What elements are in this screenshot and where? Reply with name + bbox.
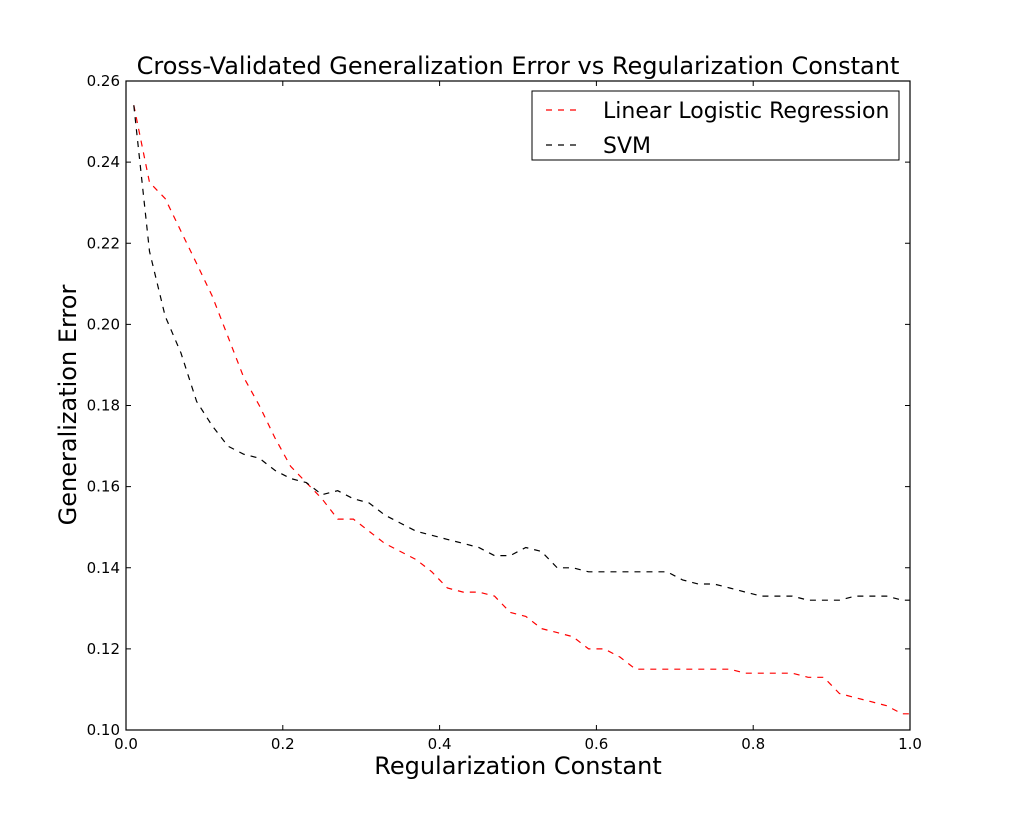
legend-label-svm: SVM: [603, 134, 651, 159]
x-tick-label: 0.4: [428, 735, 452, 753]
chart-title: Cross-Validated Generalization Error vs …: [137, 52, 900, 80]
x-tick-label: 0.2: [271, 735, 295, 753]
x-axis: 0.0 0.2 0.4 0.6 0.8 1.0: [114, 81, 922, 753]
series-line-0: [133, 105, 910, 715]
y-tick-label: 0.18: [87, 397, 120, 415]
x-tick-label: 0.8: [741, 735, 765, 753]
x-tick-label: 0.6: [584, 735, 608, 753]
series-line-1: [133, 105, 910, 601]
y-tick-label: 0.24: [87, 153, 120, 171]
legend: Linear Logistic Regression SVM: [531, 90, 900, 161]
x-axis-title: Regularization Constant: [374, 752, 662, 780]
legend-label-lr: Linear Logistic Regression: [603, 99, 889, 124]
y-tick-label: 0.14: [87, 559, 120, 577]
legend-box: [531, 90, 900, 161]
y-tick-label: 0.22: [87, 234, 120, 252]
x-tick-label: 1.0: [898, 735, 922, 753]
plot-area: [133, 105, 910, 715]
y-tick-label: 0.10: [87, 721, 120, 739]
y-tick-label: 0.12: [87, 640, 120, 658]
x-tick-label: 0.0: [114, 735, 138, 753]
y-axis: 0.10 0.12 0.14 0.16 0.18 0.20 0.22 0.24 0.26: [87, 72, 910, 739]
y-tick-label: 0.16: [87, 478, 120, 496]
y-axis-title: Generalization Error: [54, 285, 82, 526]
plot-frame: [125, 80, 911, 731]
y-tick-label: 0.26: [87, 72, 120, 90]
y-tick-label: 0.20: [87, 315, 120, 333]
